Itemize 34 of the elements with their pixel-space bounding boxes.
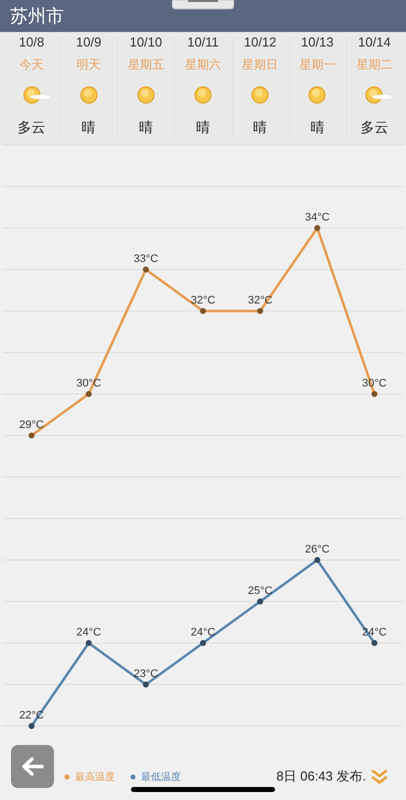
text: 星期二 — [356, 57, 392, 72]
text: 多云 — [360, 118, 388, 135]
data-label: 32°C — [190, 294, 216, 307]
data-label: 23°C — [134, 668, 158, 680]
data-label: 24°C — [76, 626, 102, 639]
data-label: 34°C — [304, 212, 330, 224]
data-label: 24°C — [190, 626, 216, 639]
x-tick-label: 10/14 — [358, 34, 391, 50]
text: 晴 — [196, 118, 210, 135]
text: 8日 06:43 发布. — [276, 768, 366, 784]
data-label: 33°C — [134, 253, 158, 266]
x-tick-label: 10/10 — [130, 34, 162, 50]
text: 晴 — [82, 118, 96, 135]
text: 星期日 — [242, 57, 278, 72]
text: 晴 — [138, 118, 153, 135]
x-tick-label: 10/13 — [301, 34, 334, 50]
text: 星期六 — [185, 57, 221, 72]
data-label: 29°C — [19, 419, 44, 432]
text: 明天 — [76, 57, 101, 72]
x-tick-label: 10/9 — [76, 34, 102, 50]
data-label: 26°C — [304, 544, 330, 556]
data-label: 25°C — [248, 585, 272, 598]
text: 多云 — [18, 118, 46, 135]
legend-label: 最高温度 — [75, 770, 115, 783]
legend-label: 最低温度 — [141, 770, 181, 783]
x-tick-label: 10/8 — [18, 34, 44, 50]
x-tick-label: 10/11 — [187, 34, 219, 50]
text: 今天 — [20, 57, 44, 72]
text: 晴 — [310, 118, 324, 135]
text: 晴 — [253, 118, 268, 135]
text: 星期五 — [128, 57, 164, 72]
text: 星期一 — [299, 57, 336, 72]
chart-title: 苏州市 — [10, 6, 64, 26]
x-tick-label: 10/12 — [244, 34, 276, 50]
